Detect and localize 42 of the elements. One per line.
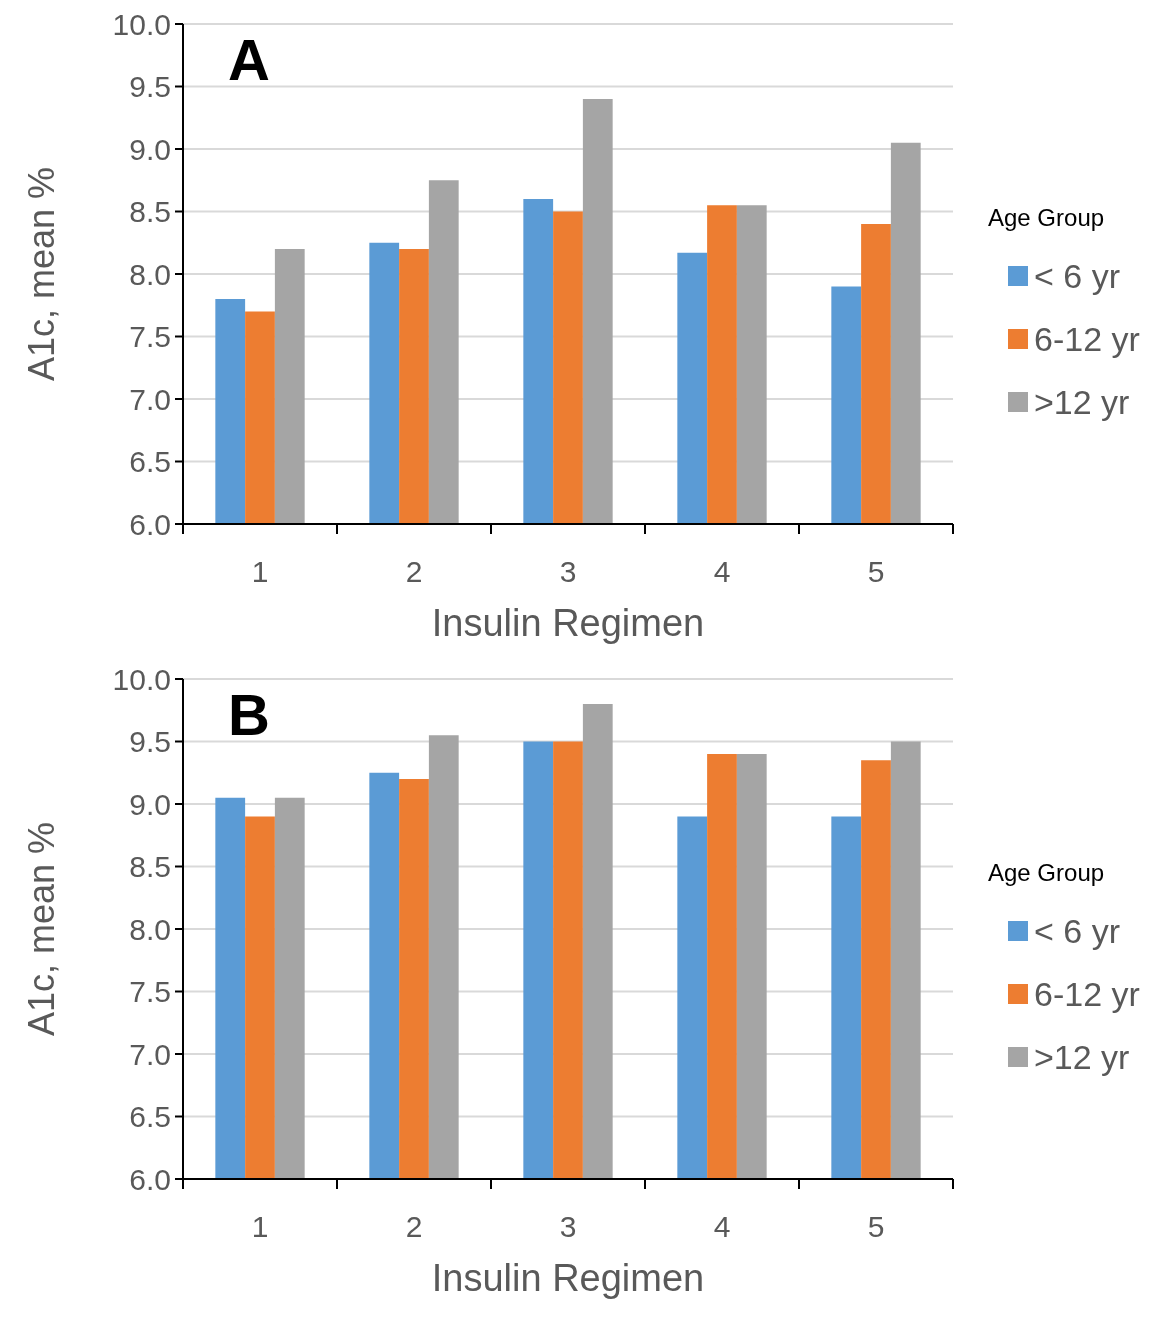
y-tick-label: 10.0	[112, 662, 171, 696]
y-tick-label: 8.0	[129, 912, 171, 946]
x-tick-label: 1	[251, 555, 269, 588]
y-tick-label: 8.0	[129, 257, 171, 291]
x-tick-label: 3	[559, 1210, 577, 1243]
legend-label: < 6 yr	[1034, 256, 1120, 295]
y-tick-label: 10.0	[112, 7, 171, 41]
y-tick-label: 9.0	[129, 132, 171, 166]
x-tick-label: 5	[867, 1210, 885, 1243]
y-axis-title: A1c, mean %	[21, 821, 62, 1037]
x-tick-label: 3	[559, 555, 577, 588]
y-tick-label: 6.5	[129, 1100, 171, 1133]
y-tick-label: 7.0	[129, 382, 171, 416]
x-tick-label: 4	[713, 555, 731, 588]
y-tick-label: 8.5	[129, 195, 171, 228]
y-tick-label: 6.0	[129, 1162, 171, 1196]
y-tick-label: 6.0	[129, 507, 171, 541]
y-tick-label: 8.5	[129, 850, 171, 883]
x-tick-label: 2	[405, 1210, 423, 1243]
legend-label: >12 yr	[1034, 382, 1130, 421]
chart-title: B	[228, 682, 270, 747]
y-tick-label: 9.5	[129, 70, 171, 103]
y-tick-label: 9.5	[129, 725, 171, 758]
chart-title: A	[228, 27, 270, 92]
x-axis-title: Insulin Regimen	[431, 1257, 705, 1299]
x-tick-label: 1	[251, 1210, 269, 1243]
x-axis-title: Insulin Regimen	[431, 602, 705, 644]
y-tick-label: 9.0	[129, 787, 171, 821]
y-tick-label: 6.5	[129, 445, 171, 478]
legend-label: 6-12 yr	[1034, 319, 1140, 358]
legend-label: 6-12 yr	[1034, 974, 1140, 1013]
y-tick-label: 7.0	[129, 1037, 171, 1071]
y-tick-label: 7.5	[129, 320, 171, 353]
y-tick-label: 7.5	[129, 975, 171, 1008]
y-axis-title: A1c, mean %	[21, 166, 62, 382]
x-tick-label: 4	[713, 1210, 731, 1243]
legend-label: >12 yr	[1034, 1037, 1130, 1076]
x-tick-label: 5	[867, 555, 885, 588]
legend-title: Age Group	[988, 859, 1105, 886]
x-tick-label: 2	[405, 555, 423, 588]
legend-title: Age Group	[988, 204, 1105, 231]
legend-label: < 6 yr	[1034, 911, 1120, 950]
